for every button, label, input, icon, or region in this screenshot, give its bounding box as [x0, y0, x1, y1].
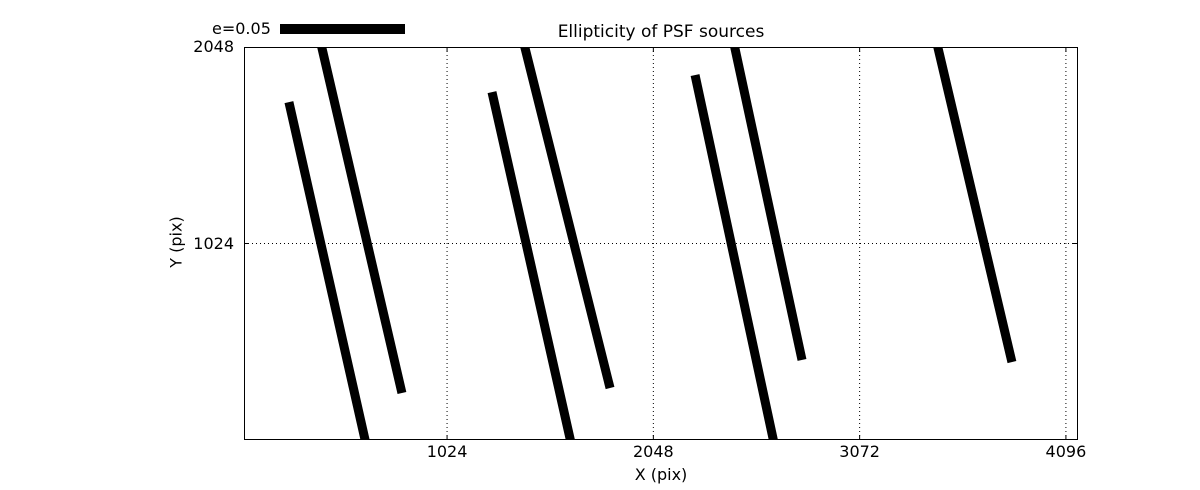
y-tick-label: 1024 — [193, 233, 234, 253]
legend-line-sample — [279, 23, 405, 34]
legend-label: e=0.05 — [212, 19, 271, 38]
y-tick-label: 2048 — [193, 37, 234, 56]
legend: e=0.05 — [212, 19, 405, 38]
chart-title: Ellipticity of PSF sources — [557, 22, 765, 42]
x-tick-label: 1024 — [426, 442, 468, 461]
plot-canvas — [244, 47, 1078, 440]
x-axis-label: X (pix) — [634, 465, 688, 484]
x-tick-label: 4096 — [1045, 442, 1087, 461]
axes-border — [244, 47, 1078, 440]
x-tick-label: 2048 — [632, 442, 674, 461]
grid-lines — [244, 47, 1078, 440]
plot-area — [244, 47, 1078, 440]
x-tick-label: 3072 — [839, 442, 880, 461]
whisker-lines — [284, 47, 1017, 440]
